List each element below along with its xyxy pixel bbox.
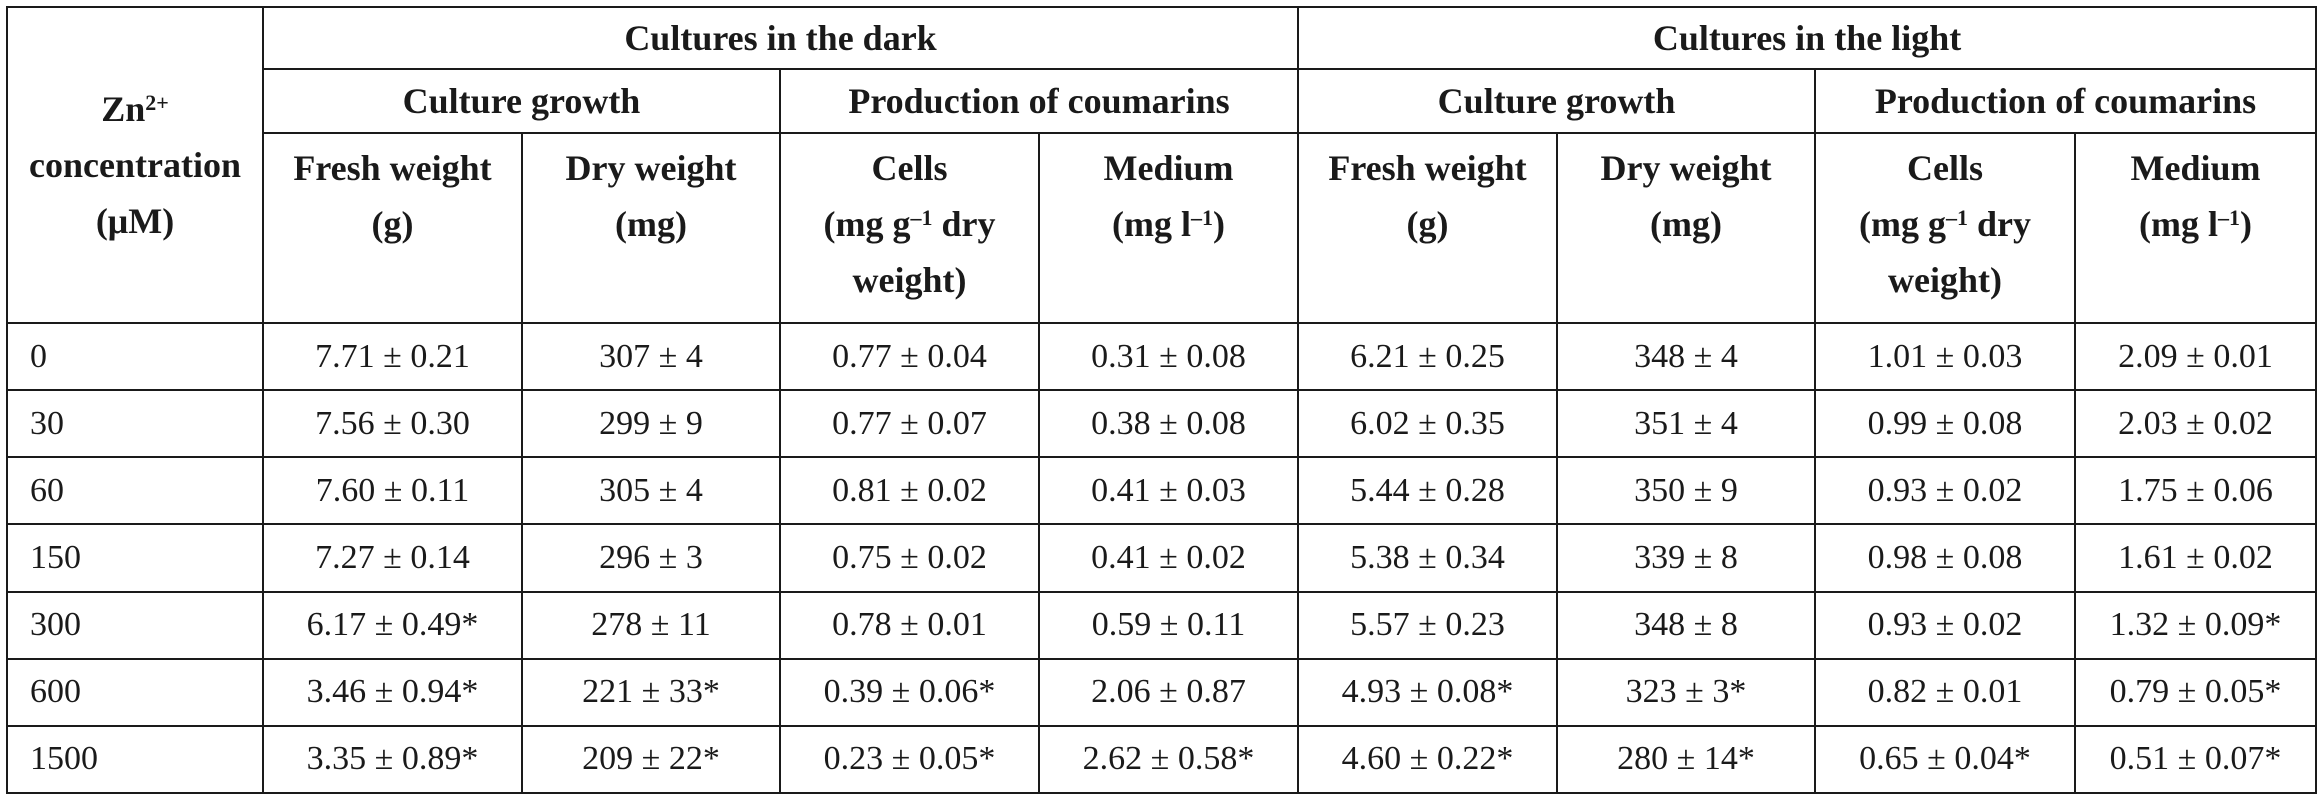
table-row: 150 7.27 ± 0.14 296 ± 3 0.75 ± 0.02 0.41 ± 0… [6,523,2318,593]
value-cell: 0.51 ± 0.07* [2074,724,2318,795]
group-header-light: Cultures in the light [1297,6,2318,70]
value-cell: 351 ± 4 [1556,389,1817,459]
value-cell: 0.65 ± 0.04* [1814,724,2077,795]
value-cell: 339 ± 8 [1556,523,1817,593]
col-header-light-dry-weight: Dry weight (mg) [1556,132,1817,324]
value-cell: 3.35 ± 0.89* [262,724,523,795]
value-cell: 0.75 ± 0.02 [779,523,1040,593]
zn-concentration-cell: 600 [6,657,264,727]
zn-concentration-cell: 60 [6,456,264,526]
value-cell: 0.59 ± 0.11 [1037,590,1300,660]
value-cell: 0.41 ± 0.03 [1037,456,1300,526]
value-cell: 2.06 ± 0.87 [1037,657,1300,727]
value-cell: 0.23 ± 0.05* [779,724,1040,795]
value-cell: 2.03 ± 0.02 [2074,389,2318,459]
value-cell: 6.17 ± 0.49* [262,590,523,660]
value-cell: 350 ± 9 [1556,456,1817,526]
value-cell: 1.75 ± 0.06 [2074,456,2318,526]
value-cell: 299 ± 9 [521,389,781,459]
col-header-dark-medium: Medium (mg l–1) [1037,132,1300,324]
table-row: 60 7.60 ± 0.11 305 ± 4 0.81 ± 0.02 0.41 ± 0.… [6,456,2318,526]
value-cell: 2.09 ± 0.01 [2074,321,2318,392]
subgroup-light-growth: Culture growth [1297,68,1817,134]
value-cell: 0.77 ± 0.04 [779,321,1040,392]
value-cell: 0.79 ± 0.05* [2074,657,2318,727]
table-body: 0 7.71 ± 0.21 307 ± 4 0.77 ± 0.04 0.31 ± 0.0… [6,321,2318,795]
value-cell: 0.77 ± 0.07 [779,389,1040,459]
col-header-dark-dry-weight: Dry weight (mg) [521,132,781,324]
subgroup-dark-growth: Culture growth [262,68,781,134]
corner-line3: (μM) [95,201,175,241]
zn-concentration-cell: 300 [6,590,264,660]
zn-concentration-header: Zn2+ concentration (μM) [6,6,264,324]
value-cell: 348 ± 8 [1556,590,1817,660]
value-cell: 6.02 ± 0.35 [1297,389,1559,459]
value-cell: 0.78 ± 0.01 [779,590,1040,660]
value-cell: 5.38 ± 0.34 [1297,523,1559,593]
value-cell: 1.32 ± 0.09* [2074,590,2318,660]
value-cell: 7.60 ± 0.11 [262,456,523,526]
corner-line2: concentration [29,145,241,185]
zn-concentration-cell: 30 [6,389,264,459]
value-cell: 0.38 ± 0.08 [1037,389,1300,459]
table-row: 600 3.46 ± 0.94* 221 ± 33* 0.39 ± 0.06* 2.06… [6,657,2318,727]
value-cell: 4.60 ± 0.22* [1297,724,1559,795]
value-cell: 307 ± 4 [521,321,781,392]
value-cell: 7.27 ± 0.14 [262,523,523,593]
value-cell: 0.93 ± 0.02 [1814,456,2077,526]
subgroup-dark-coumarins: Production of coumarins [778,68,1300,134]
col-header-light-fresh-weight: Fresh weight (g) [1297,132,1559,324]
subgroup-light-coumarins: Production of coumarins [1814,68,2318,134]
value-cell: 4.93 ± 0.08* [1297,657,1559,727]
value-cell: 7.56 ± 0.30 [262,389,523,459]
value-cell: 0.93 ± 0.02 [1814,590,2077,660]
value-cell: 1.01 ± 0.03 [1814,321,2077,392]
value-cell: 5.57 ± 0.23 [1297,590,1559,660]
value-cell: 305 ± 4 [521,456,781,526]
zn-concentration-cell: 150 [6,523,264,593]
corner-line1: Zn2+ [101,89,169,129]
value-cell: 209 ± 22* [521,724,781,795]
value-cell: 348 ± 4 [1556,321,1817,392]
col-header-dark-cells: Cells (mg g–1 dry weight) [779,132,1040,324]
value-cell: 0.31 ± 0.08 [1037,321,1300,392]
value-cell: 323 ± 3* [1556,657,1817,727]
table-row: 1500 3.35 ± 0.89* 209 ± 22* 0.23 ± 0.05* 2.6… [6,724,2318,795]
zn-concentration-cell: 0 [6,321,264,392]
value-cell: 0.98 ± 0.08 [1814,523,2077,593]
value-cell: 0.39 ± 0.06* [779,657,1040,727]
value-cell: 296 ± 3 [521,523,781,593]
col-header-light-medium: Medium (mg l–1) [2074,132,2318,324]
value-cell: 5.44 ± 0.28 [1297,456,1559,526]
value-cell: 278 ± 11 [521,590,781,660]
value-cell: 0.41 ± 0.02 [1037,523,1300,593]
value-cell: 0.99 ± 0.08 [1814,389,2077,459]
value-cell: 3.46 ± 0.94* [262,657,523,727]
table-row: 30 7.56 ± 0.30 299 ± 9 0.77 ± 0.07 0.38 ± 0.… [6,389,2318,459]
value-cell: 0.81 ± 0.02 [779,456,1040,526]
zinc-coumarin-table: Zn2+ concentration (μM) Cultures in the … [6,6,2318,795]
col-header-dark-fresh-weight: Fresh weight (g) [262,132,523,324]
col-header-light-cells: Cells (mg g–1 dry weight) [1814,132,2077,324]
group-header-dark: Cultures in the dark [261,6,1300,70]
value-cell: 221 ± 33* [521,657,781,727]
value-cell: 6.21 ± 0.25 [1297,321,1559,392]
zn-concentration-cell: 1500 [6,724,264,795]
value-cell: 1.61 ± 0.02 [2074,523,2318,593]
table-row: 300 6.17 ± 0.49* 278 ± 11 0.78 ± 0.01 0.59 ±… [6,590,2318,660]
value-cell: 280 ± 14* [1556,724,1817,795]
value-cell: 2.62 ± 0.58* [1037,724,1300,795]
value-cell: 0.82 ± 0.01 [1814,657,2077,727]
value-cell: 7.71 ± 0.21 [262,321,523,392]
table-row: 0 7.71 ± 0.21 307 ± 4 0.77 ± 0.04 0.31 ± 0.0… [6,321,2318,392]
